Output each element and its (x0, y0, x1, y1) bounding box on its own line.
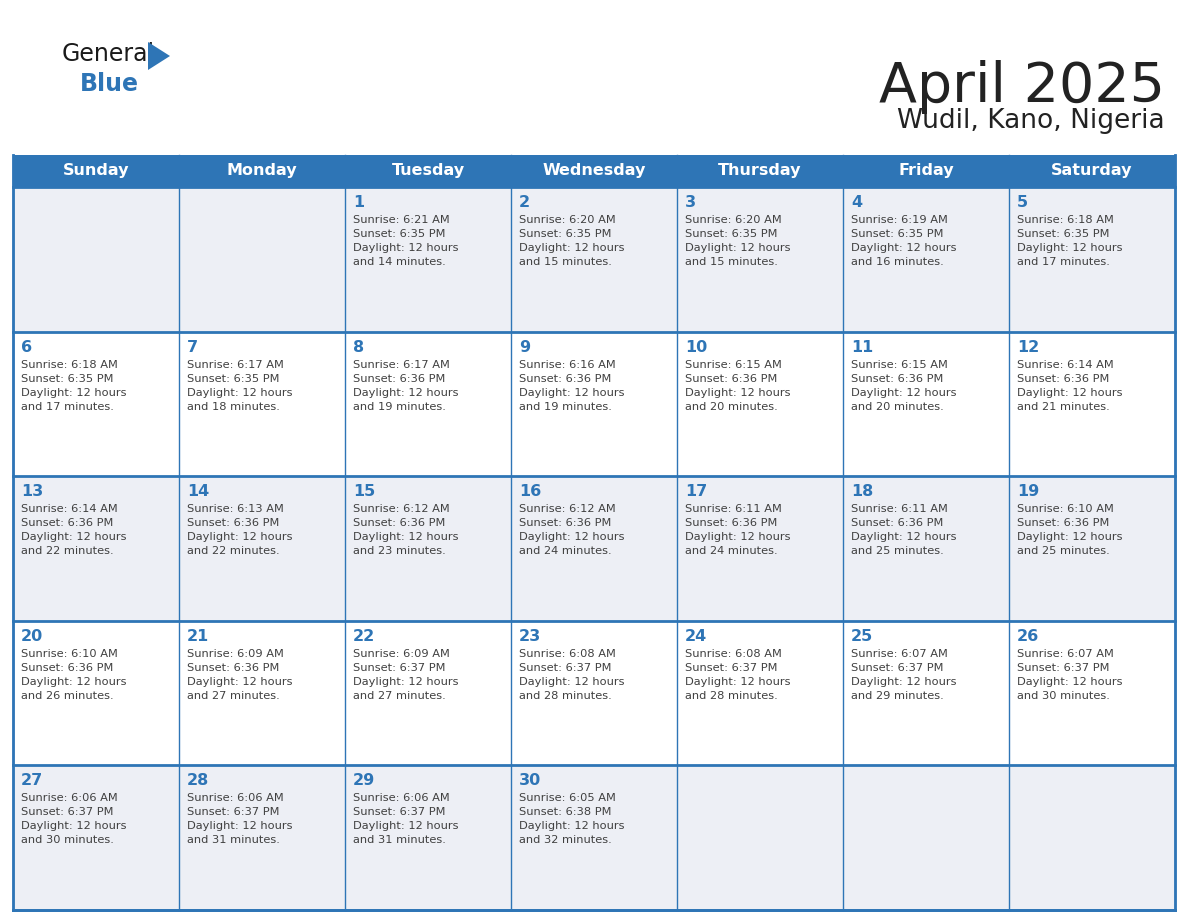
Text: Sunrise: 6:16 AM
Sunset: 6:36 PM
Daylight: 12 hours
and 19 minutes.: Sunrise: 6:16 AM Sunset: 6:36 PM Dayligh… (519, 360, 625, 411)
Text: Sunrise: 6:15 AM
Sunset: 6:36 PM
Daylight: 12 hours
and 20 minutes.: Sunrise: 6:15 AM Sunset: 6:36 PM Dayligh… (851, 360, 956, 411)
Bar (511, 155, 677, 187)
Text: 3: 3 (685, 195, 696, 210)
Text: Sunrise: 6:18 AM
Sunset: 6:35 PM
Daylight: 12 hours
and 17 minutes.: Sunrise: 6:18 AM Sunset: 6:35 PM Dayligh… (1017, 215, 1123, 267)
Text: 19: 19 (1017, 484, 1040, 499)
Text: Sunrise: 6:20 AM
Sunset: 6:35 PM
Daylight: 12 hours
and 15 minutes.: Sunrise: 6:20 AM Sunset: 6:35 PM Dayligh… (519, 215, 625, 267)
Text: 11: 11 (851, 340, 873, 354)
Text: Sunrise: 6:12 AM
Sunset: 6:36 PM
Daylight: 12 hours
and 23 minutes.: Sunrise: 6:12 AM Sunset: 6:36 PM Dayligh… (353, 504, 459, 556)
Text: Saturday: Saturday (1051, 163, 1132, 178)
Text: 24: 24 (685, 629, 707, 644)
Text: Sunrise: 6:08 AM
Sunset: 6:37 PM
Daylight: 12 hours
and 28 minutes.: Sunrise: 6:08 AM Sunset: 6:37 PM Dayligh… (685, 649, 790, 700)
Text: 12: 12 (1017, 340, 1040, 354)
Text: Sunrise: 6:12 AM
Sunset: 6:36 PM
Daylight: 12 hours
and 24 minutes.: Sunrise: 6:12 AM Sunset: 6:36 PM Dayligh… (519, 504, 625, 556)
Text: 23: 23 (519, 629, 542, 644)
Bar (13, 331, 1175, 476)
Text: 21: 21 (187, 629, 209, 644)
Text: Tuesday: Tuesday (391, 163, 465, 178)
Text: 27: 27 (21, 773, 43, 789)
Text: 18: 18 (851, 484, 873, 499)
Text: 2: 2 (519, 195, 530, 210)
Text: 17: 17 (685, 484, 707, 499)
Text: Sunrise: 6:11 AM
Sunset: 6:36 PM
Daylight: 12 hours
and 25 minutes.: Sunrise: 6:11 AM Sunset: 6:36 PM Dayligh… (851, 504, 956, 556)
Text: Sunrise: 6:06 AM
Sunset: 6:37 PM
Daylight: 12 hours
and 31 minutes.: Sunrise: 6:06 AM Sunset: 6:37 PM Dayligh… (353, 793, 459, 845)
Text: Sunrise: 6:11 AM
Sunset: 6:36 PM
Daylight: 12 hours
and 24 minutes.: Sunrise: 6:11 AM Sunset: 6:36 PM Dayligh… (685, 504, 790, 556)
Text: Sunday: Sunday (63, 163, 129, 178)
Text: Sunrise: 6:09 AM
Sunset: 6:37 PM
Daylight: 12 hours
and 27 minutes.: Sunrise: 6:09 AM Sunset: 6:37 PM Dayligh… (353, 649, 459, 700)
Text: Sunrise: 6:20 AM
Sunset: 6:35 PM
Daylight: 12 hours
and 15 minutes.: Sunrise: 6:20 AM Sunset: 6:35 PM Dayligh… (685, 215, 790, 267)
Polygon shape (148, 42, 170, 70)
Bar (677, 155, 843, 187)
Text: Wednesday: Wednesday (542, 163, 646, 178)
Text: 8: 8 (353, 340, 365, 354)
Text: Sunrise: 6:07 AM
Sunset: 6:37 PM
Daylight: 12 hours
and 30 minutes.: Sunrise: 6:07 AM Sunset: 6:37 PM Dayligh… (1017, 649, 1123, 700)
Text: 30: 30 (519, 773, 542, 789)
Text: Wudil, Kano, Nigeria: Wudil, Kano, Nigeria (897, 108, 1165, 134)
Text: 4: 4 (851, 195, 862, 210)
Text: 22: 22 (353, 629, 375, 644)
Text: 26: 26 (1017, 629, 1040, 644)
Text: Sunrise: 6:17 AM
Sunset: 6:35 PM
Daylight: 12 hours
and 18 minutes.: Sunrise: 6:17 AM Sunset: 6:35 PM Dayligh… (187, 360, 292, 411)
Text: Sunrise: 6:09 AM
Sunset: 6:36 PM
Daylight: 12 hours
and 27 minutes.: Sunrise: 6:09 AM Sunset: 6:36 PM Dayligh… (187, 649, 292, 700)
Text: 16: 16 (519, 484, 542, 499)
Text: 29: 29 (353, 773, 375, 789)
Text: Sunrise: 6:19 AM
Sunset: 6:35 PM
Daylight: 12 hours
and 16 minutes.: Sunrise: 6:19 AM Sunset: 6:35 PM Dayligh… (851, 215, 956, 267)
Text: 10: 10 (685, 340, 707, 354)
Text: 20: 20 (21, 629, 43, 644)
Text: 5: 5 (1017, 195, 1028, 210)
Text: Sunrise: 6:15 AM
Sunset: 6:36 PM
Daylight: 12 hours
and 20 minutes.: Sunrise: 6:15 AM Sunset: 6:36 PM Dayligh… (685, 360, 790, 411)
Text: Sunrise: 6:14 AM
Sunset: 6:36 PM
Daylight: 12 hours
and 21 minutes.: Sunrise: 6:14 AM Sunset: 6:36 PM Dayligh… (1017, 360, 1123, 411)
Bar (13, 476, 1175, 621)
Text: Thursday: Thursday (719, 163, 802, 178)
Text: Sunrise: 6:10 AM
Sunset: 6:36 PM
Daylight: 12 hours
and 25 minutes.: Sunrise: 6:10 AM Sunset: 6:36 PM Dayligh… (1017, 504, 1123, 556)
Text: Sunrise: 6:13 AM
Sunset: 6:36 PM
Daylight: 12 hours
and 22 minutes.: Sunrise: 6:13 AM Sunset: 6:36 PM Dayligh… (187, 504, 292, 556)
Text: Blue: Blue (80, 72, 139, 96)
Text: 15: 15 (353, 484, 375, 499)
Text: 28: 28 (187, 773, 209, 789)
Text: Sunrise: 6:18 AM
Sunset: 6:35 PM
Daylight: 12 hours
and 17 minutes.: Sunrise: 6:18 AM Sunset: 6:35 PM Dayligh… (21, 360, 126, 411)
Text: 14: 14 (187, 484, 209, 499)
Text: Sunrise: 6:17 AM
Sunset: 6:36 PM
Daylight: 12 hours
and 19 minutes.: Sunrise: 6:17 AM Sunset: 6:36 PM Dayligh… (353, 360, 459, 411)
Text: Sunrise: 6:07 AM
Sunset: 6:37 PM
Daylight: 12 hours
and 29 minutes.: Sunrise: 6:07 AM Sunset: 6:37 PM Dayligh… (851, 649, 956, 700)
Text: Monday: Monday (227, 163, 297, 178)
Text: Friday: Friday (898, 163, 954, 178)
Bar (13, 187, 1175, 331)
Text: 13: 13 (21, 484, 43, 499)
Text: Sunrise: 6:06 AM
Sunset: 6:37 PM
Daylight: 12 hours
and 31 minutes.: Sunrise: 6:06 AM Sunset: 6:37 PM Dayligh… (187, 793, 292, 845)
Bar (13, 621, 1175, 766)
Text: Sunrise: 6:10 AM
Sunset: 6:36 PM
Daylight: 12 hours
and 26 minutes.: Sunrise: 6:10 AM Sunset: 6:36 PM Dayligh… (21, 649, 126, 700)
Bar (345, 155, 511, 187)
Text: 6: 6 (21, 340, 32, 354)
Text: 1: 1 (353, 195, 365, 210)
Text: Sunrise: 6:21 AM
Sunset: 6:35 PM
Daylight: 12 hours
and 14 minutes.: Sunrise: 6:21 AM Sunset: 6:35 PM Dayligh… (353, 215, 459, 267)
Text: Sunrise: 6:14 AM
Sunset: 6:36 PM
Daylight: 12 hours
and 22 minutes.: Sunrise: 6:14 AM Sunset: 6:36 PM Dayligh… (21, 504, 126, 556)
Bar (13, 155, 179, 187)
Bar (843, 155, 1009, 187)
Bar (13, 766, 1175, 910)
Text: 9: 9 (519, 340, 530, 354)
Text: Sunrise: 6:08 AM
Sunset: 6:37 PM
Daylight: 12 hours
and 28 minutes.: Sunrise: 6:08 AM Sunset: 6:37 PM Dayligh… (519, 649, 625, 700)
Text: Sunrise: 6:06 AM
Sunset: 6:37 PM
Daylight: 12 hours
and 30 minutes.: Sunrise: 6:06 AM Sunset: 6:37 PM Dayligh… (21, 793, 126, 845)
Text: 25: 25 (851, 629, 873, 644)
Text: April 2025: April 2025 (879, 60, 1165, 114)
Text: General: General (62, 42, 156, 66)
Bar (179, 155, 345, 187)
Bar (1009, 155, 1175, 187)
Text: 7: 7 (187, 340, 198, 354)
Text: Sunrise: 6:05 AM
Sunset: 6:38 PM
Daylight: 12 hours
and 32 minutes.: Sunrise: 6:05 AM Sunset: 6:38 PM Dayligh… (519, 793, 625, 845)
